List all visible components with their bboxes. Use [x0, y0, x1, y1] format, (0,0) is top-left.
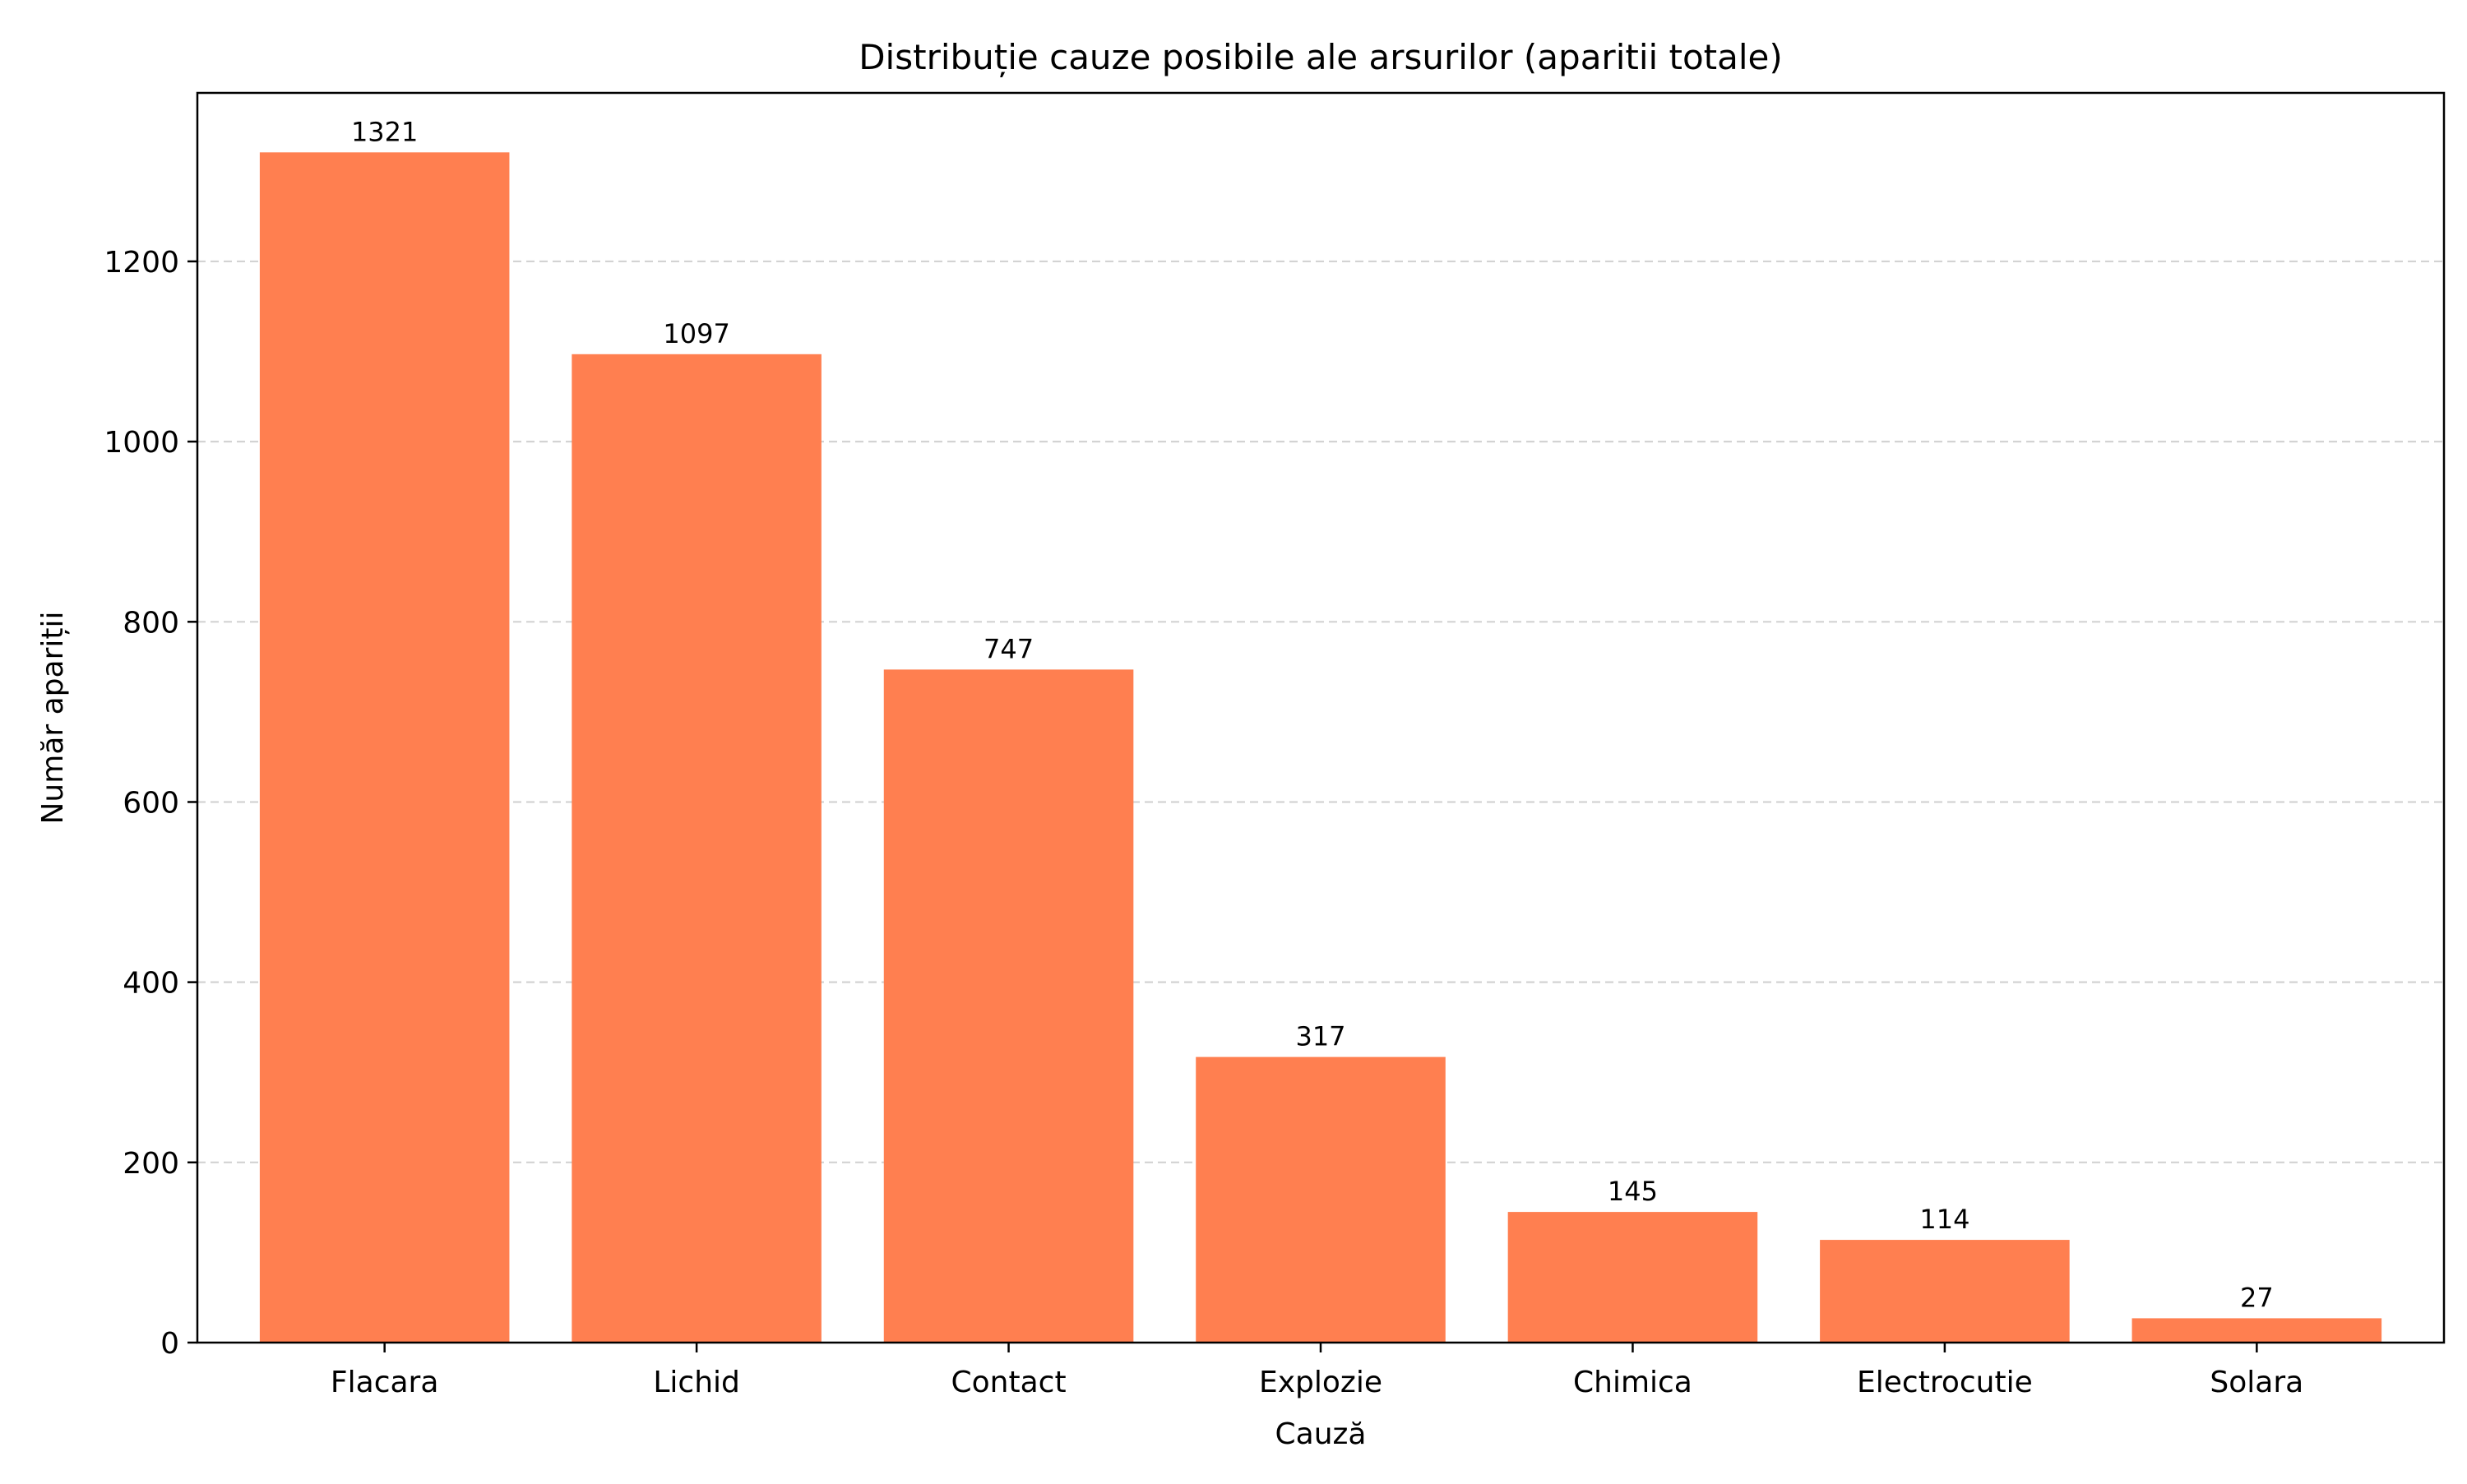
bar-solara	[2131, 1318, 2382, 1343]
y-tick-label: 800	[123, 606, 179, 640]
tick-layer: 0 200 400 600 800 1000 1200 Flacara Lichid Contac…	[104, 246, 2303, 1399]
x-tick-label: Lichid	[653, 1366, 740, 1399]
y-tick-label: 400	[123, 967, 179, 1001]
bar-value-label: 27	[2240, 1282, 2274, 1313]
y-axis-label: Număr apariții	[36, 611, 70, 824]
bar-value-label: 317	[1295, 1021, 1345, 1052]
y-tick-label: 200	[123, 1147, 179, 1181]
bar-value-label: 114	[1919, 1204, 1969, 1235]
y-tick-label: 1200	[104, 246, 179, 280]
bar-value-label: 1321	[351, 116, 418, 147]
y-tick-label: 600	[123, 786, 179, 820]
bar-lichid	[572, 354, 822, 1343]
x-tick-label: Contact	[951, 1366, 1067, 1399]
bar-value-label: 1097	[663, 318, 729, 349]
bar-layer: 1321 1097 747 317 145 114 27	[259, 116, 2382, 1343]
bar-flacara	[259, 152, 510, 1343]
bar-chimica	[1507, 1212, 1758, 1343]
bar-value-label: 145	[1608, 1176, 1658, 1207]
x-axis-label: Cauză	[1275, 1417, 1367, 1451]
x-tick-label: Explozie	[1259, 1366, 1382, 1399]
bar-value-label: 747	[984, 633, 1034, 664]
bar-electrocutie	[1820, 1240, 2070, 1343]
y-tick-label: 0	[160, 1327, 179, 1361]
x-tick-label: Chimica	[1573, 1366, 1692, 1399]
chart-title: Distribuție cauze posibile ale arsurilor…	[859, 37, 1783, 77]
x-tick-label: Solara	[2210, 1366, 2303, 1399]
bar-explozie	[1196, 1056, 1446, 1343]
y-tick-label: 1000	[104, 426, 179, 460]
x-tick-label: Electrocutie	[1857, 1366, 2033, 1399]
x-tick-label: Flacara	[331, 1366, 438, 1399]
bar-contact	[883, 669, 1134, 1343]
